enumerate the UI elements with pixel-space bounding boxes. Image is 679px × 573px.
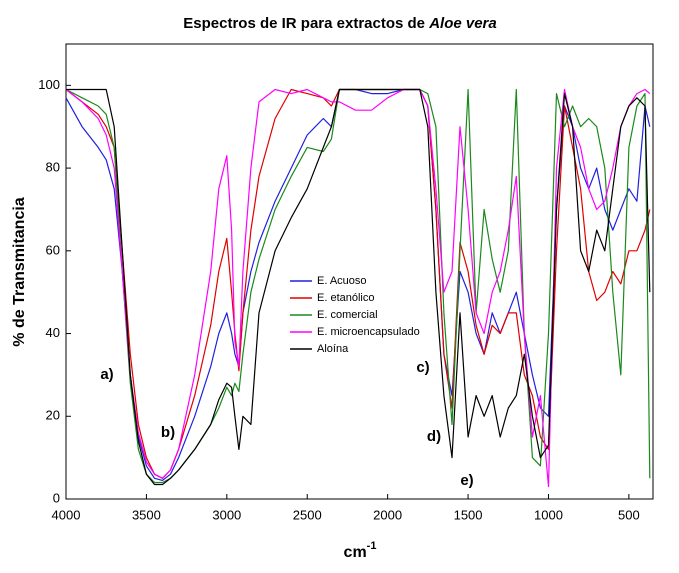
plot-frame: [65, 43, 654, 500]
y-tick-label: 60: [46, 242, 60, 257]
annotation: b): [161, 424, 175, 441]
series-line: [66, 88, 651, 486]
y-axis-label: % de Transmitancia: [11, 197, 28, 346]
chart-title: Espectros de IR para extractos de Aloe v…: [183, 15, 496, 32]
annotation: c): [416, 359, 429, 376]
legend-label: E. Acuoso: [317, 275, 367, 287]
legend-label: E. etanólico: [317, 292, 374, 304]
x-tick-label: 1000: [534, 507, 563, 522]
x-tick-label: 3000: [212, 507, 241, 522]
title-text: Espectros de IR para extractos de: [183, 15, 425, 32]
series-line: [65, 88, 651, 481]
x-tick-label: 2500: [293, 507, 322, 522]
title-italic: Aloe vera: [428, 15, 497, 32]
x-label-text: cm: [344, 544, 367, 561]
y-tick-label: 80: [46, 160, 60, 175]
annotation: e): [460, 472, 473, 489]
y-tick-label: 100: [38, 77, 60, 92]
annotation: d): [427, 428, 441, 445]
y-tick-label: 20: [46, 408, 60, 423]
x-label-sup: -1: [367, 540, 377, 552]
x-tick-label: 4000: [52, 507, 81, 522]
x-tick-label: 1500: [454, 507, 483, 522]
x-axis-label: cm-1: [344, 540, 377, 561]
legend-label: E. comercial: [317, 309, 378, 321]
x-tick-label: 500: [618, 507, 640, 522]
legend-label: Aloína: [317, 343, 349, 355]
annotation: a): [100, 366, 113, 383]
y-tick-label: 0: [53, 490, 60, 505]
y-tick-label: 40: [46, 325, 60, 340]
legend-label: E. microencapsulado: [317, 326, 420, 338]
x-tick-label: 2000: [373, 507, 402, 522]
x-tick-label: 3500: [132, 507, 161, 522]
